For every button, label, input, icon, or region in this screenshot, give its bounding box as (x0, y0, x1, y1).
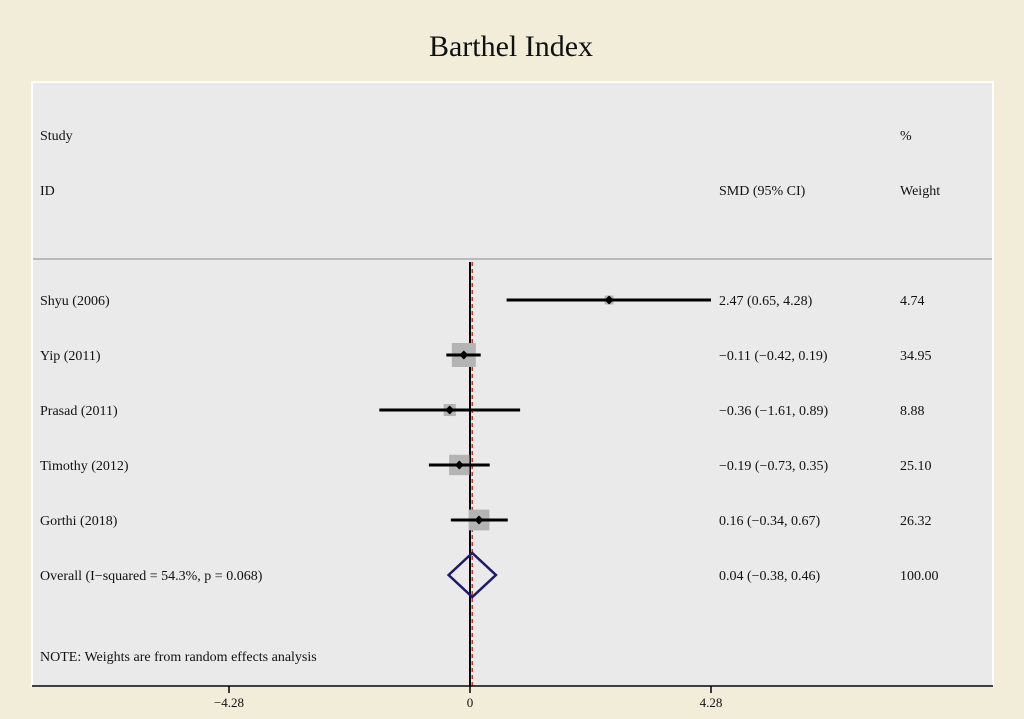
note-text: NOTE: Weights are from random effects an… (40, 650, 317, 665)
plot-panel (31, 81, 994, 687)
x-tick-label: −4.28 (214, 695, 244, 710)
header-id: ID (40, 184, 55, 199)
study-ci-text: −0.19 (−0.73, 0.35) (719, 459, 828, 474)
study-weight-text: 4.74 (900, 294, 925, 309)
plot-marks: Shyu (2006) 2.47 (0.65, 4.28) 4.74 Yip (201… (40, 262, 939, 686)
point-estimate (459, 350, 469, 360)
x-tick-label: 0 (467, 695, 474, 710)
header-weight: Weight (900, 184, 940, 199)
overall-weight-text: 100.00 (900, 569, 939, 584)
study-label: Yip (2011) (40, 349, 101, 364)
point-estimate (445, 405, 455, 415)
study-ci-text: −0.36 (−1.61, 0.89) (719, 404, 828, 419)
x-tick-label: 4.28 (700, 695, 723, 710)
study-ci-text: 2.47 (0.65, 4.28) (719, 294, 813, 309)
study-label: Shyu (2006) (40, 294, 110, 309)
overall-label: Overall (I−squared = 54.3%, p = 0.068) (40, 569, 263, 584)
header-percent: % (900, 129, 912, 144)
header-effect: SMD (95% CI) (719, 184, 806, 199)
study-weight-text: 8.88 (900, 404, 925, 419)
study-weight-text: 25.10 (900, 459, 932, 474)
point-estimate (454, 460, 464, 470)
study-weight-text: 26.32 (900, 514, 932, 529)
overall-diamond (446, 551, 498, 599)
header-study: Study (40, 129, 73, 144)
study-label: Timothy (2012) (40, 459, 129, 474)
point-estimate (604, 295, 614, 305)
study-weight-text: 34.95 (900, 349, 932, 364)
study-label: Gorthi (2018) (40, 514, 118, 529)
point-estimate (474, 515, 484, 525)
overall-ci-text: 0.04 (−0.38, 0.46) (719, 569, 821, 584)
study-ci-text: −0.11 (−0.42, 0.19) (719, 349, 828, 364)
study-ci-text: 0.16 (−0.34, 0.67) (719, 514, 821, 529)
study-label: Prasad (2011) (40, 404, 118, 419)
x-axis-ticks: −4.28 0 4.28 (214, 686, 722, 710)
chart-title: Barthel Index (429, 30, 593, 63)
